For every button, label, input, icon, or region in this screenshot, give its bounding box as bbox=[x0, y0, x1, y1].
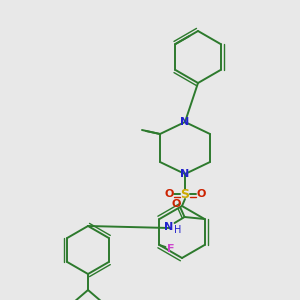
Text: O: O bbox=[172, 199, 181, 209]
Text: O: O bbox=[196, 189, 206, 199]
Text: N: N bbox=[180, 117, 190, 127]
Text: O: O bbox=[164, 189, 174, 199]
Text: N: N bbox=[164, 222, 173, 232]
Text: N: N bbox=[180, 169, 190, 179]
Text: F: F bbox=[167, 244, 174, 254]
Text: H: H bbox=[174, 225, 181, 235]
Text: S: S bbox=[181, 188, 190, 200]
